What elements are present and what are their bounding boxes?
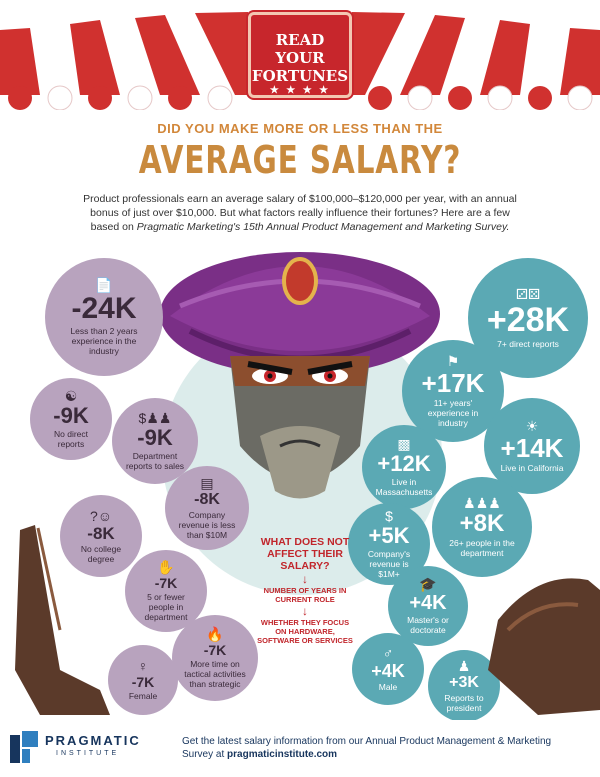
right-hand-illustration xyxy=(488,578,600,715)
bubble-value: -9K xyxy=(137,425,173,450)
org-chart-icon: ☯ xyxy=(64,388,78,404)
bubble-label: 11+ years' experience in industry xyxy=(427,398,479,428)
bubble-label: Less than 2 years experience in the indu… xyxy=(70,326,138,356)
bubble-company-revenue-1m: $ +5K Company's revenue is $1M+ xyxy=(348,503,430,585)
arrow-down-icon: ↓ xyxy=(302,572,308,586)
hand-icon: ✋ xyxy=(157,559,175,575)
intro-paragraph: Product professionals earn an average sa… xyxy=(78,192,522,234)
bubble-label: Male xyxy=(378,682,398,692)
bubble-live-in-california: ☀ +14K Live in California xyxy=(484,398,580,494)
revenue-chart-icon: ▤ xyxy=(200,475,214,491)
bubble-value: -8K xyxy=(194,491,220,508)
grad-cap-icon: 🎓 xyxy=(419,576,437,592)
bubble-department-reports-to-sales: $♟♟ -9K Department reports to sales xyxy=(112,398,198,484)
male-icon: ♂ xyxy=(382,645,394,661)
bubble-masters-or-doctorate: 🎓 +4K Master's or doctorate xyxy=(388,566,468,646)
bubble-11-years-experience: ⚑ +17K 11+ years' experience in industry xyxy=(402,340,504,442)
bubble-value: +8K xyxy=(459,510,505,537)
fortune-teller-illustration xyxy=(160,252,440,499)
bubble-label: 7+ direct reports xyxy=(497,339,559,349)
page-title: AVERAGE SALARY? xyxy=(138,138,462,182)
bubble-value: -9K xyxy=(53,403,89,428)
bubble-value: -7K xyxy=(154,575,178,591)
female-icon: ♀ xyxy=(137,658,149,674)
not-affect-item-1: NUMBER OF YEARS IN CURRENT ROLE xyxy=(263,586,347,604)
bubble-label: Company revenue is less than $10M xyxy=(178,510,236,540)
bubble-less-than-2-years: 📄 -24K Less than 2 years experience in t… xyxy=(45,258,163,376)
bubble-value: +14K xyxy=(500,433,564,463)
logo-name: PRAGMATIC xyxy=(45,733,141,748)
bubble-value: -24K xyxy=(71,292,137,325)
bubble-male: ♂ +4K Male xyxy=(352,633,424,705)
circus-awning xyxy=(0,12,600,110)
bubble-label: Company's revenue is $1M+ xyxy=(367,549,411,579)
bubble-value: +3K xyxy=(449,674,479,691)
bubble-label: No college degree xyxy=(80,543,122,564)
bubble-value: +17K xyxy=(421,368,485,398)
resume-icon: 📄 xyxy=(95,277,113,293)
bubble-reports-to-president: ♟ +3K Reports to president xyxy=(428,650,500,722)
bubble-label: Master's or doctorate xyxy=(407,615,449,635)
bubble-label: More time on tactical activities than st… xyxy=(184,659,246,689)
bubble-label: No direct reports xyxy=(53,429,88,449)
bubble-label: Live in Massachusetts xyxy=(375,477,433,497)
footer-cta: Get the latest salary information from o… xyxy=(182,736,552,760)
bubble-value: -8K xyxy=(87,523,115,543)
does-not-affect-section: WHAT DOES NOT AFFECT THEIR SALARY? ↓ NUM… xyxy=(255,536,355,645)
sales-team-icon: $♟♟ xyxy=(138,410,172,426)
bubble-female: ♀ -7K Female xyxy=(108,645,178,715)
does-not-affect-question: WHAT DOES NOT AFFECT THEIR SALARY? xyxy=(260,536,350,572)
left-hand-illustration xyxy=(15,525,110,715)
bubble-value: +4K xyxy=(409,592,447,614)
bubble-live-in-massachusetts: ▩ +12K Live in Massachusetts xyxy=(362,425,446,509)
banner-line-1: READ YOUR xyxy=(275,31,325,67)
bubble-label: Reports to president xyxy=(444,693,484,713)
president-icon: ♟ xyxy=(457,658,471,674)
california-icon: ☀ xyxy=(525,418,539,434)
bubble-label: Department reports to sales xyxy=(125,451,185,471)
massachusetts-icon: ▩ xyxy=(397,436,411,452)
banner-stars: ★ ★ ★ ★ xyxy=(269,85,331,96)
bubble-label: Female xyxy=(128,691,158,701)
bubble-26-plus-people: ♟♟♟ +8K 26+ people in the department xyxy=(432,477,532,577)
bubble-label: Live in California xyxy=(500,463,564,473)
bubble-no-direct-reports: ☯ -9K No direct reports xyxy=(30,378,112,460)
bubble-5-or-fewer-people: ✋ -7K 5 or fewer people in department xyxy=(125,550,207,632)
arrow-down-icon: ↓ xyxy=(302,604,308,618)
bubble-company-revenue-less-10m: ▤ -8K Company revenue is less than $10M xyxy=(165,466,249,550)
bubble-value: +12K xyxy=(377,451,431,476)
bubble-label: 26+ people in the department xyxy=(449,538,515,558)
bubble-value: +5K xyxy=(368,523,410,548)
bubble-value: +28K xyxy=(486,301,570,339)
flame-icon: 🔥 xyxy=(206,626,224,642)
footer-link[interactable]: pragmaticinstitute.com xyxy=(227,749,338,760)
footer xyxy=(0,720,600,777)
logo-subtitle: INSTITUTE xyxy=(56,750,120,757)
banner-line-2: FORTUNES xyxy=(251,67,349,85)
bubble-value: -7K xyxy=(203,642,227,658)
not-affect-item-2: WHETHER THEY FOCUS ON HARDWARE, SOFTWARE… xyxy=(257,618,353,645)
bubble-no-college-degree: ?☺ -8K No college degree xyxy=(60,495,142,577)
intro-text: Product professionals earn an average sa… xyxy=(83,193,517,233)
read-your-fortunes-banner: READ YOUR FORTUNES ★ ★ ★ ★ xyxy=(248,12,352,98)
bubble-label: 5 or fewer people in department xyxy=(144,592,188,622)
bubble-tactical-activities: 🔥 -7K More time on tactical activities t… xyxy=(172,615,258,701)
money-bag-icon: $ xyxy=(385,508,393,524)
intro-survey-name: Pragmatic Marketing's 15th Annual Produc… xyxy=(136,221,510,233)
flag-icon: ⚑ xyxy=(446,353,460,369)
bubble-value: -7K xyxy=(131,674,155,690)
question-subtitle: DID YOU MAKE MORE OR LESS THAN THE xyxy=(157,121,443,136)
footer-text: Get the latest salary information from o… xyxy=(182,735,562,761)
dice-icon: ⚂⚄ xyxy=(515,286,541,302)
group-icon: ♟♟♟ xyxy=(463,495,501,511)
bubble-value: +4K xyxy=(371,661,405,681)
question-face-icon: ?☺ xyxy=(89,507,113,524)
pragmatic-logo-icon xyxy=(10,731,38,763)
